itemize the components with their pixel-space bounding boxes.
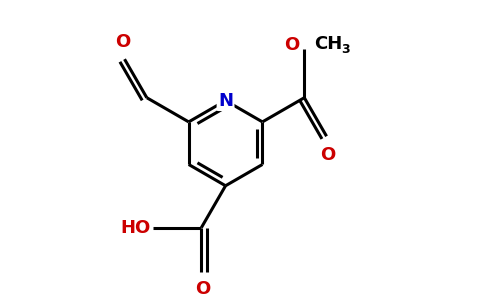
Text: 3: 3: [341, 43, 350, 56]
Text: CH: CH: [314, 34, 342, 52]
Text: O: O: [284, 37, 300, 55]
Text: HO: HO: [121, 219, 151, 237]
Text: N: N: [218, 92, 233, 110]
Text: O: O: [195, 280, 210, 298]
Text: O: O: [320, 146, 335, 164]
Text: O: O: [115, 33, 130, 51]
